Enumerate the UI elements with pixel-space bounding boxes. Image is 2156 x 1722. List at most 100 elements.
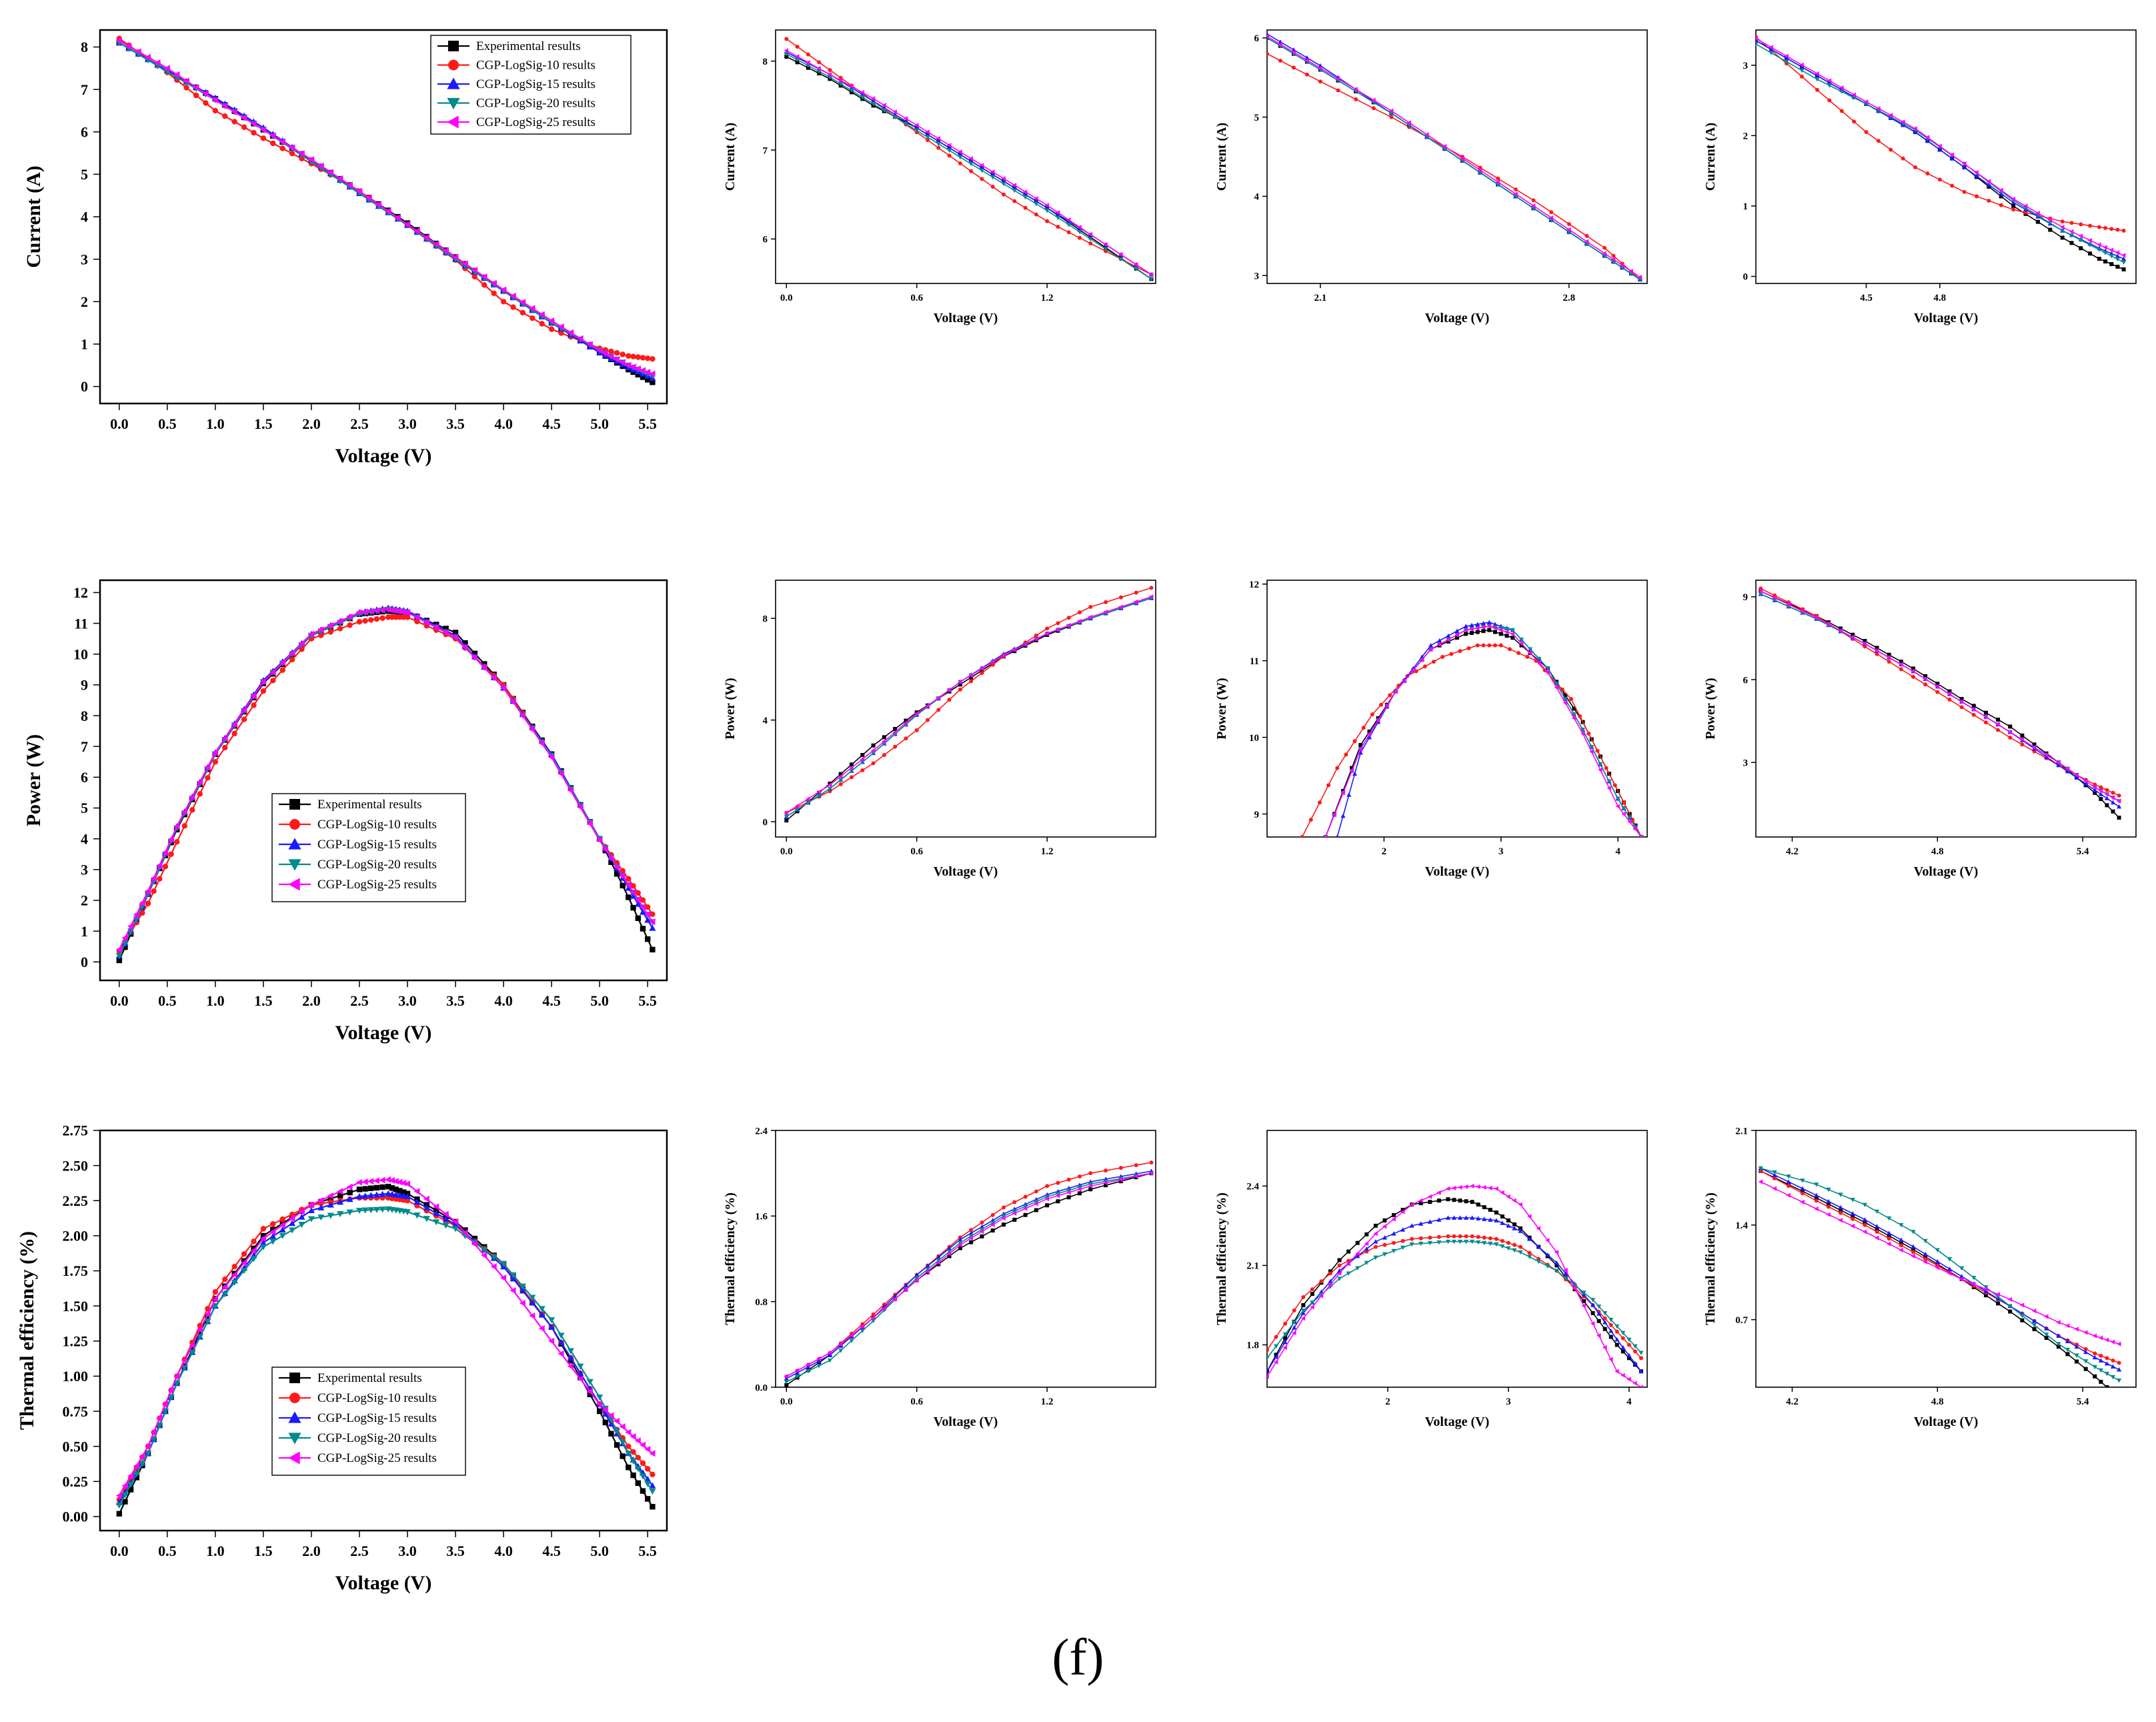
data-point	[1614, 1324, 1620, 1329]
legend-marker	[447, 97, 460, 110]
data-point	[1839, 1210, 1843, 1215]
data-point	[2116, 1341, 2121, 1347]
data-point	[1526, 1254, 1532, 1260]
data-point	[2011, 196, 2016, 201]
data-point	[2019, 1303, 2025, 1308]
data-point	[1799, 74, 1804, 79]
y-tick-label: 1	[81, 336, 88, 353]
data-point	[1366, 734, 1372, 740]
data-point	[2069, 241, 2074, 245]
data-point	[1482, 1240, 1487, 1246]
data-point	[481, 273, 487, 280]
data-point	[1518, 1250, 1523, 1255]
data-point	[1911, 1247, 1915, 1252]
x-axis-label: Voltage (V)	[934, 864, 998, 879]
data-point	[2088, 223, 2093, 228]
data-point	[307, 156, 314, 163]
x-axis-label: Voltage (V)	[934, 311, 998, 325]
series-line-4	[1267, 35, 1641, 278]
data-point	[1786, 1174, 1791, 1179]
data-point	[127, 1472, 134, 1479]
data-point	[568, 1358, 574, 1364]
x-tick-label: 4.8	[1931, 846, 1944, 857]
data-point	[251, 129, 257, 136]
data-point	[1852, 119, 1857, 124]
data-point	[298, 1222, 305, 1228]
data-point	[1506, 1223, 1511, 1228]
data-point	[1267, 1356, 1270, 1361]
data-point	[1495, 179, 1500, 185]
data-point	[1335, 76, 1340, 81]
data-point	[307, 1206, 315, 1214]
x-tick-label: 2.0	[302, 992, 321, 1009]
data-point	[2121, 256, 2127, 261]
x-tick-label: 0.0	[110, 1543, 129, 1559]
data-point	[241, 124, 247, 130]
y-tick-label: 10	[73, 646, 88, 662]
data-point	[1566, 227, 1571, 232]
data-point	[1066, 1188, 1072, 1193]
data-point	[1323, 834, 1328, 837]
y-axis-label: Current (A)	[1214, 123, 1229, 191]
data-point	[1493, 643, 1497, 648]
plot-frame	[1755, 580, 2137, 838]
data-point	[413, 227, 420, 235]
data-point	[614, 1417, 620, 1425]
data-point	[433, 624, 439, 631]
data-point	[1627, 1337, 1632, 1343]
data-point	[827, 1351, 832, 1356]
data-point	[1418, 1198, 1423, 1203]
data-point	[193, 92, 199, 99]
y-tick-label: 8	[763, 57, 768, 67]
data-point	[1995, 1292, 2000, 1297]
data-point	[373, 1184, 380, 1191]
data-point	[1023, 205, 1028, 210]
data-point	[1134, 1163, 1138, 1168]
data-point	[980, 671, 984, 676]
chart-thermal-main: 0.0 0.5 1.0 1.5 2.0 2.5 3.0 3.5 4.0 4.5 5.0 5.50.00…	[16, 1122, 668, 1594]
data-point	[639, 904, 646, 911]
data-point	[990, 1220, 996, 1225]
data-point	[362, 1186, 368, 1192]
data-point	[1301, 1303, 1306, 1307]
data-point	[337, 1198, 344, 1205]
data-point	[1278, 59, 1282, 63]
data-point	[1493, 630, 1497, 634]
data-point	[1947, 1257, 1953, 1262]
data-point	[423, 1216, 430, 1222]
data-point	[538, 1306, 546, 1313]
data-point	[1044, 1196, 1050, 1202]
legend-marker	[289, 1373, 300, 1383]
x-axis-label: Voltage (V)	[335, 445, 432, 467]
data-point	[509, 1286, 516, 1295]
data-point	[1463, 1215, 1469, 1220]
data-point	[827, 786, 833, 792]
data-point	[587, 1391, 593, 1397]
x-tick-label: 3.0	[398, 415, 417, 432]
data-point	[958, 1246, 962, 1250]
y-tick-label: 1.00	[63, 1368, 89, 1385]
legend-marker	[448, 41, 459, 51]
data-point	[1566, 221, 1571, 226]
data-point	[926, 718, 930, 722]
series-group	[1300, 620, 1644, 837]
data-point	[2035, 219, 2040, 224]
data-point	[2092, 1333, 2097, 1339]
data-point	[1349, 768, 1354, 774]
data-point	[2105, 1356, 2109, 1361]
data-point	[2031, 1323, 2037, 1328]
data-point	[289, 150, 295, 157]
data-point	[403, 609, 411, 616]
data-point	[1621, 811, 1626, 817]
data-point	[1044, 203, 1050, 208]
data-point	[298, 1213, 305, 1220]
data-point	[558, 1339, 565, 1345]
data-point	[1874, 1209, 1880, 1214]
data-point	[2074, 1344, 2079, 1349]
data-point	[211, 1303, 219, 1310]
legend-marker	[288, 878, 300, 891]
data-point	[231, 730, 237, 737]
data-point	[452, 253, 459, 261]
data-point	[1355, 1240, 1360, 1245]
